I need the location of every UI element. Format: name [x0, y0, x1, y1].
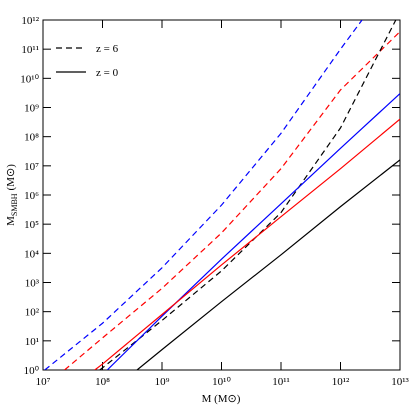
- y-axis-label-main: M: [5, 216, 17, 226]
- y-tick-label: 10⁴: [24, 248, 39, 260]
- curve: [94, 118, 400, 370]
- y-tick-label: 10⁸: [24, 132, 39, 144]
- y-tick-label: 10¹²: [21, 15, 39, 27]
- y-tick-label: 10⁶: [24, 190, 39, 202]
- legend-label: z = 0: [96, 67, 119, 79]
- x-tick-label: 10¹²: [332, 376, 350, 388]
- y-tick-label: 10⁰: [24, 365, 40, 377]
- y-tick-label: 10¹¹: [21, 44, 39, 56]
- y-tick-label: 10²: [25, 307, 40, 319]
- curve: [99, 20, 397, 370]
- x-tick-label: 10⁸: [95, 376, 110, 388]
- curve: [64, 31, 400, 370]
- curve: [44, 20, 363, 370]
- x-tick-label: 10¹⁰: [212, 376, 231, 388]
- curve: [106, 93, 400, 370]
- y-tick-label: 10¹: [25, 336, 39, 348]
- y-tick-label: 10⁹: [24, 103, 39, 115]
- y-axis-label: MSMBH (M⊙): [5, 164, 19, 226]
- y-axis-label-sub: SMBH: [10, 193, 19, 216]
- y-axis-label-unit: (M⊙): [5, 164, 17, 191]
- x-tick-label: 10⁹: [155, 376, 170, 388]
- legend-label: z = 6: [96, 43, 119, 55]
- y-tick-label: 10¹⁰: [20, 73, 39, 85]
- x-tick-label: 10¹¹: [272, 376, 290, 388]
- x-tick-label: 10¹³: [391, 376, 409, 388]
- y-tick-label: 10⁷: [24, 161, 39, 173]
- y-tick-label: 10³: [25, 278, 40, 290]
- x-tick-label: 10⁷: [36, 376, 51, 388]
- y-tick-label: 10⁵: [24, 219, 39, 231]
- x-axis-label: M (M⊙): [202, 393, 241, 405]
- curve: [136, 159, 400, 370]
